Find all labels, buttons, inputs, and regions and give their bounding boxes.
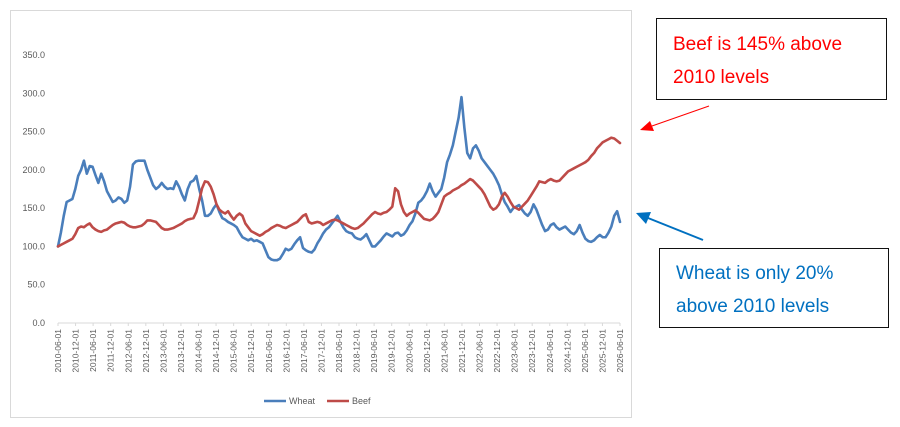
beef-callout-line-2: 2010 levels: [673, 67, 770, 88]
x-tick-label: 2017-12-01: [316, 329, 326, 373]
series-line-beef: [56, 136, 622, 248]
x-tick-label: 2014-06-01: [194, 329, 204, 373]
y-tick-label: 350.0: [22, 50, 45, 60]
beef-callout-line-1: Beef is 145% above: [673, 34, 843, 55]
x-tick-label: 2010-12-01: [71, 329, 81, 373]
x-tick-label: 2026-06-01: [615, 329, 625, 373]
x-tick-label: 2020-06-01: [404, 329, 414, 373]
x-tick-label: 2024-12-01: [562, 329, 572, 373]
x-tick-label: 2010-06-01: [53, 329, 63, 373]
x-tick-label: 2012-12-01: [141, 329, 151, 373]
x-tick-label: 2019-06-01: [369, 329, 379, 373]
wheat-arrow-head: [636, 212, 651, 224]
x-tick-label: 2023-12-01: [527, 329, 537, 373]
beef-arrow-head: [640, 121, 654, 131]
wheat-callout-line-1: Wheat is only 20%: [676, 263, 834, 284]
x-tick-label: 2020-12-01: [422, 329, 432, 373]
x-tick-label: 2018-12-01: [352, 329, 362, 373]
x-tick-label: 2015-12-01: [246, 329, 256, 373]
wheat-callout: Wheat is only 20% above 2010 levels: [659, 248, 889, 328]
legend-label-wheat: Wheat: [289, 396, 316, 406]
x-tick-label: 2025-12-01: [597, 329, 607, 373]
x-tick-label: 2021-12-01: [457, 329, 467, 373]
wheat-callout-line-2: above 2010 levels: [676, 296, 830, 317]
x-tick-label: 2017-06-01: [299, 329, 309, 373]
x-tick-label: 2011-06-01: [88, 329, 98, 372]
x-tick-label: 2013-12-01: [176, 329, 186, 373]
y-tick-label: 100.0: [22, 241, 45, 251]
y-tick-label: 0.0: [32, 318, 45, 328]
x-tick-label: 2012-06-01: [123, 329, 133, 373]
legend-label-beef: Beef: [352, 396, 371, 406]
y-tick-label: 300.0: [22, 88, 45, 98]
x-tick-label: 2011-12-01: [106, 329, 116, 372]
x-tick-label: 2018-06-01: [334, 329, 344, 373]
y-tick-label: 250.0: [22, 127, 45, 137]
x-tick-label: 2014-12-01: [211, 329, 221, 373]
x-tick-label: 2022-06-01: [475, 329, 485, 373]
x-tick-label: 2024-06-01: [545, 329, 555, 373]
x-tick-label: 2013-06-01: [158, 329, 168, 373]
x-tick-label: 2016-06-01: [264, 329, 274, 373]
y-tick-label: 50.0: [27, 280, 45, 290]
x-tick-label: 2023-06-01: [510, 329, 520, 373]
wheat-arrow-line: [647, 217, 704, 241]
beef-arrow-line: [651, 105, 710, 127]
beef-callout: Beef is 145% above 2010 levels: [656, 18, 887, 100]
x-tick-label: 2016-12-01: [281, 329, 291, 373]
x-tick-label: 2021-06-01: [439, 329, 449, 373]
y-tick-label: 200.0: [22, 165, 45, 175]
x-tick-label: 2015-06-01: [229, 329, 239, 373]
y-tick-label: 150.0: [22, 203, 45, 213]
x-tick-label: 2022-12-01: [492, 329, 502, 373]
x-tick-label: 2019-12-01: [387, 329, 397, 373]
series-line-wheat: [56, 95, 622, 262]
x-tick-label: 2025-06-01: [580, 329, 590, 373]
